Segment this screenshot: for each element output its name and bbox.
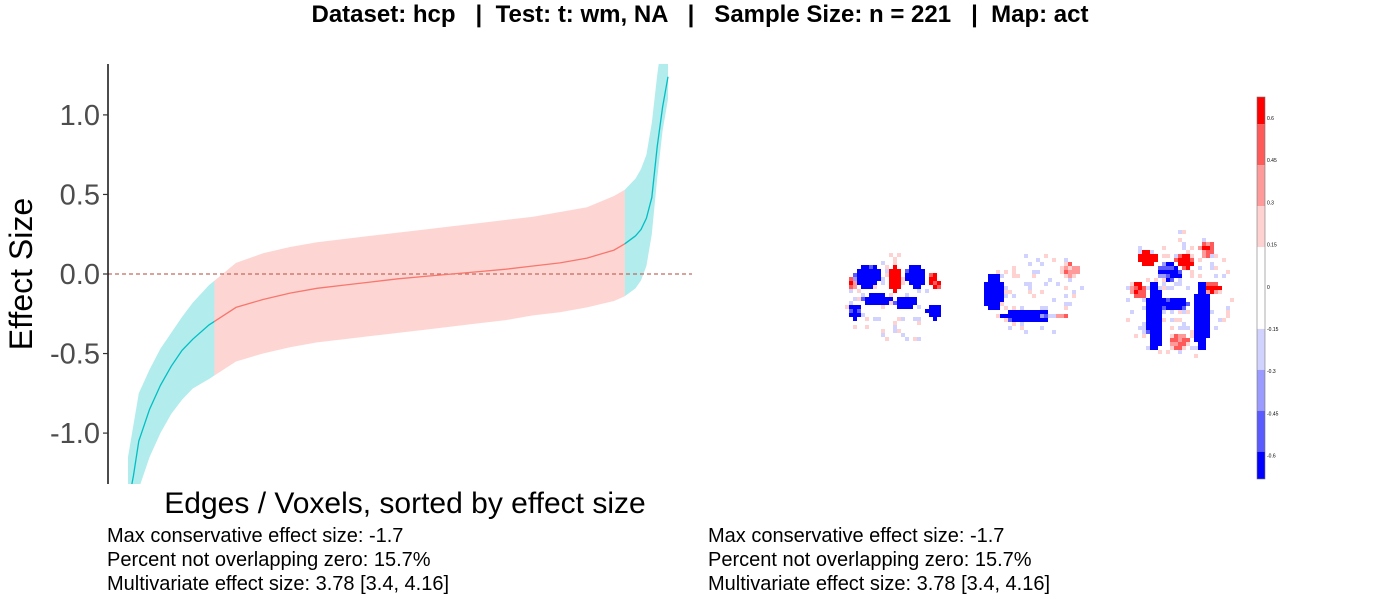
colorbar-tick-label: -0.3	[1267, 369, 1276, 375]
colorbar-tick-label: 0.3	[1267, 200, 1274, 206]
band-not-overlapping-high	[624, 64, 668, 297]
colorbar-bin	[1257, 124, 1265, 166]
colorbar-bin	[1257, 451, 1265, 479]
brain-map	[845, 230, 1234, 358]
stats-right: Max conservative effect size: -1.7 Perce…	[708, 524, 1050, 596]
brain-slice-coronal	[845, 253, 941, 345]
y-tick-label: -0.5	[50, 339, 100, 371]
colorbar-bin	[1257, 97, 1265, 125]
colorbar-tick-label: 0.45	[1267, 158, 1277, 164]
confidence-bands	[128, 64, 668, 484]
colorbar-tick-label: 0.6	[1267, 116, 1274, 122]
colorbar-bin	[1257, 247, 1265, 329]
y-axis-label: Effect Size	[3, 198, 39, 350]
band-overlapping-zero	[214, 189, 625, 376]
colorbar-tick-label: -0.15	[1267, 327, 1279, 333]
colorbar-tick-label: 0	[1267, 285, 1270, 291]
line-not-overlapping-low	[131, 320, 215, 484]
band-not-overlapping-low	[128, 280, 215, 484]
colorbar: 0.6 0.45 0.3 0.15 0 -0.15 -0.3 -0.45 -0.6	[1256, 96, 1279, 480]
x-axis-label: Edges / Voxels, sorted by effect size	[164, 487, 645, 520]
effect-size-line	[131, 76, 669, 484]
colorbar-tick-label: 0.15	[1267, 243, 1277, 249]
colorbar-bin	[1257, 165, 1265, 207]
y-tick-label: -1.0	[50, 418, 100, 450]
y-tick-label: 0.0	[60, 259, 100, 291]
y-tick-label: 0.5	[60, 179, 100, 211]
stat-percent-not-overlapping: Percent not overlapping zero: 15.7%	[107, 549, 431, 571]
brain-slice-axial	[1122, 230, 1234, 358]
stat-multivariate: Multivariate effect size: 3.78 [3.4, 4.1…	[107, 573, 450, 595]
line-overlapping-zero	[214, 243, 626, 322]
colorbar-tick-label: -0.6	[1267, 454, 1276, 460]
colorbar-bin	[1257, 328, 1265, 370]
stat-max-conservative: Max conservative effect size: -1.7	[708, 525, 1005, 547]
colorbar-bin	[1257, 410, 1265, 452]
line-not-overlapping-high	[624, 76, 669, 245]
brain-slice-sagittal	[984, 254, 1092, 334]
stat-max-conservative: Max conservative effect size: -1.7	[107, 525, 404, 547]
y-tick-label: 1.0	[60, 100, 100, 132]
colorbar-bin	[1257, 206, 1265, 248]
figure-title: Dataset: hcp | Test: t: wm, NA | Sample …	[311, 1, 1089, 28]
effect-size-chart: 1.0 0.5 0.0 -0.5 -1.0 Effect Size Edges / Vo…	[3, 64, 692, 520]
stat-multivariate: Multivariate effect size: 3.78 [3.4, 4.1…	[708, 573, 1051, 595]
colorbar-bin	[1257, 369, 1265, 411]
colorbar-tick-label: -0.45	[1267, 411, 1279, 417]
stats-left: Max conservative effect size: -1.7 Perce…	[107, 524, 449, 596]
colorbar-frame	[1256, 96, 1266, 480]
y-ticks: 1.0 0.5 0.0 -0.5 -1.0	[50, 100, 108, 450]
stat-percent-not-overlapping: Percent not overlapping zero: 15.7%	[708, 549, 1032, 571]
